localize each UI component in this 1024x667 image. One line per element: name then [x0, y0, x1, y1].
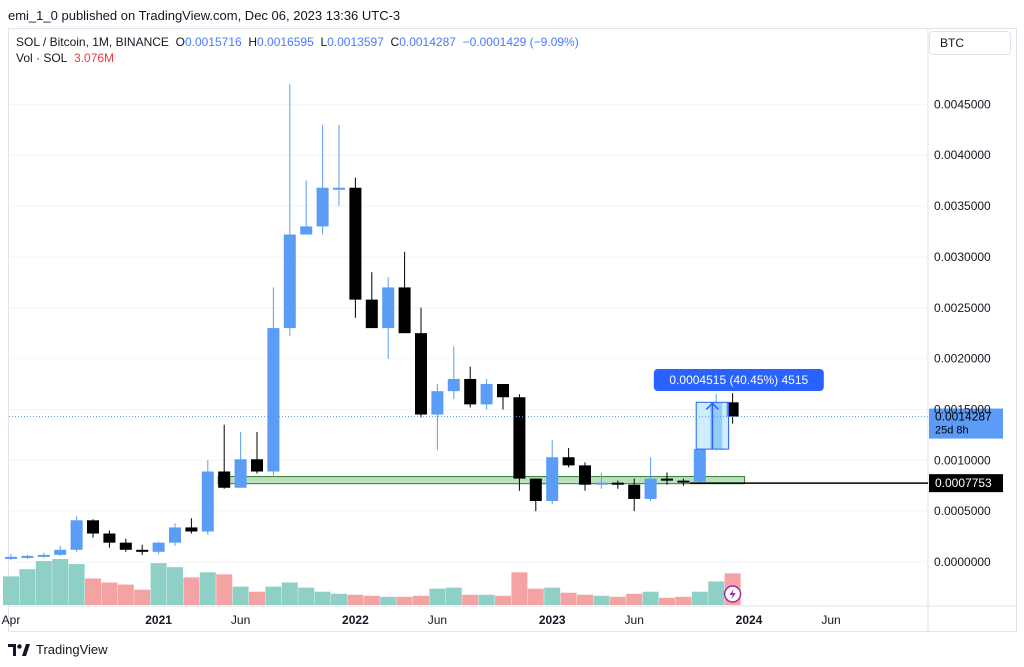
close-value: 0.0014287 [399, 35, 456, 49]
high-label: H [248, 35, 258, 49]
volume-value: 3.076M [74, 51, 115, 65]
volume-legend: Vol · SOL 3.076M [16, 51, 114, 65]
close-label: C [390, 35, 400, 49]
publish-info: emi_1_0 published on TradingView.com, De… [8, 8, 401, 23]
volume-label[interactable]: Vol · SOL [16, 51, 68, 65]
change-value: −0.0001429 (−9.09%) [462, 35, 579, 49]
tradingview-logo-icon [8, 643, 30, 656]
footer-brand-name: TradingView [36, 642, 108, 657]
low-label: L [320, 35, 328, 49]
chart-frame [8, 28, 1017, 632]
high-value: 0.0016595 [257, 35, 314, 49]
currency-button[interactable]: BTC [929, 31, 1011, 55]
symbol-legend: SOL / Bitcoin, 1M, BINANCE O0.0015716 H0… [16, 35, 579, 49]
symbol-title[interactable]: SOL / Bitcoin, 1M, BINANCE [16, 35, 169, 49]
open-label: O [175, 35, 185, 49]
footer-brand[interactable]: TradingView [8, 642, 108, 657]
open-value: 0.0015716 [184, 35, 242, 49]
low-value: 0.0013597 [327, 35, 384, 49]
